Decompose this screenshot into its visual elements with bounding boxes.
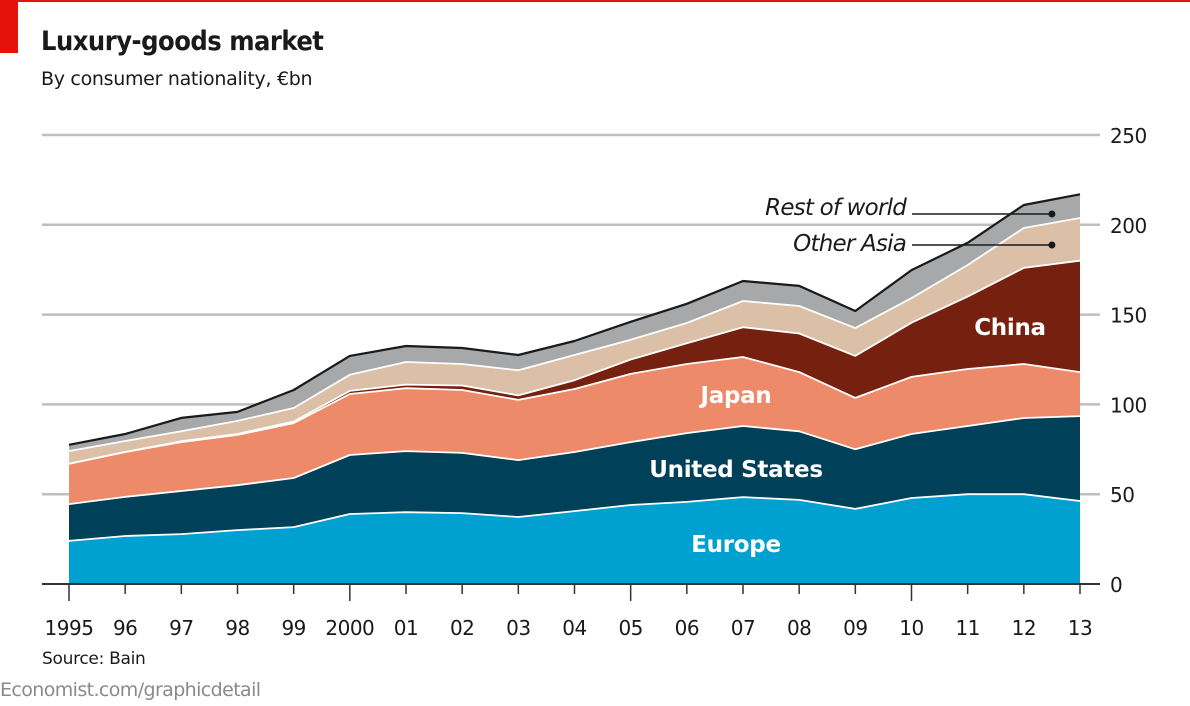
- boundary-line-europe: [68, 493, 1081, 542]
- x-tick-label-2003: 03: [506, 616, 530, 640]
- x-tick-label-2006: 06: [675, 616, 699, 640]
- boundary-line-china: [68, 259, 1081, 465]
- source-note: Source: Bain: [42, 649, 146, 669]
- credit-url: Economist.com/graphicdetail: [0, 679, 261, 701]
- x-tick-label-2012: 12: [1012, 616, 1036, 640]
- callout-dot-other-asia: [1048, 241, 1056, 249]
- x-tick-label-2005: 05: [618, 616, 642, 640]
- area-united-states: [69, 416, 1080, 541]
- boundary-line-united-states: [68, 415, 1081, 505]
- x-tick-label-1997: 97: [169, 616, 193, 640]
- callout-label-other-asia: Other Asia: [793, 231, 906, 257]
- chart-title: Luxury-goods market: [41, 26, 324, 57]
- area-europe: [69, 494, 1080, 584]
- x-tick-label-2013: 13: [1068, 616, 1092, 640]
- x-tick-label-1998: 98: [225, 616, 249, 640]
- series-label-china: China: [974, 315, 1046, 341]
- x-tick-label-2011: 11: [955, 616, 979, 640]
- y-tick-label-0: 0: [1110, 573, 1122, 597]
- x-tick-label-2004: 04: [562, 616, 586, 640]
- x-tick-label-2008: 08: [787, 616, 811, 640]
- series-label-united-states: United States: [649, 457, 822, 483]
- x-tick-label-1995: 1995: [45, 616, 94, 640]
- chart-subtitle: By consumer nationality, €bn: [41, 68, 313, 90]
- callout-dot-rest-of-world: [1048, 210, 1056, 218]
- area-japan: [69, 357, 1080, 505]
- x-tick-label-1996: 96: [113, 616, 137, 640]
- y-tick-label-250: 250: [1110, 124, 1147, 148]
- y-tick-label-200: 200: [1110, 214, 1147, 238]
- series-labels: Europe United States Japan China Rest of…: [649, 195, 1046, 558]
- x-tick-label-1999: 99: [281, 616, 305, 640]
- x-tick-label-2000: 2000: [325, 616, 374, 640]
- callout-leaders: [912, 210, 1056, 249]
- area-layers: [68, 193, 1081, 584]
- y-tick-label-100: 100: [1110, 393, 1147, 417]
- x-tick-label-2009: 09: [843, 616, 867, 640]
- x-tick-label-2007: 07: [731, 616, 755, 640]
- y-tick-label-50: 50: [1110, 483, 1134, 507]
- y-tick-label-150: 150: [1110, 304, 1147, 328]
- x-tick-label-2001: 01: [394, 616, 418, 640]
- boundary-line-rest-of-world: [68, 193, 1081, 446]
- top-rule: [0, 0, 1190, 2]
- x-tick-label-2002: 02: [450, 616, 474, 640]
- callout-label-rest-of-world: Rest of world: [765, 195, 907, 221]
- brand-red-tab: [0, 0, 18, 53]
- area-other-asia: [69, 218, 1080, 464]
- x-tick-label-2010: 10: [899, 616, 923, 640]
- series-label-japan: Japan: [699, 383, 772, 409]
- series-label-europe: Europe: [691, 532, 781, 558]
- area-rest-of-world: [69, 194, 1080, 452]
- boundary-line-other-asia: [68, 217, 1081, 452]
